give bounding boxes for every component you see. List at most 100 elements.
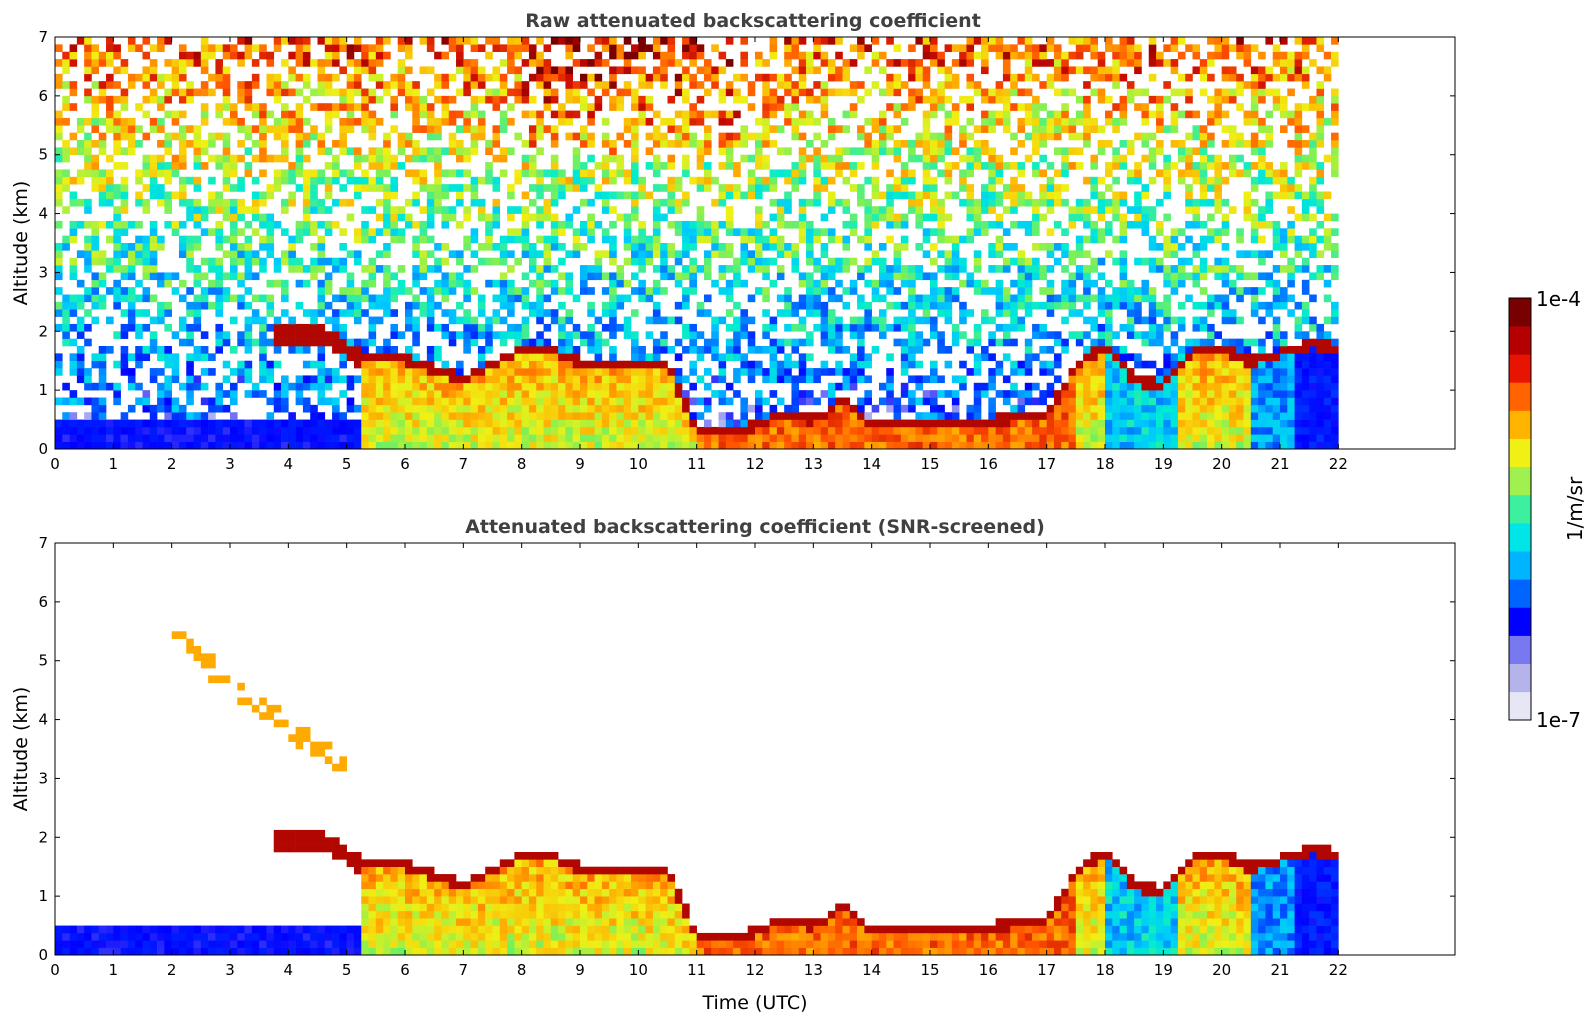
heatmap-cell [106,37,114,45]
heatmap-cell [244,37,253,45]
heatmap-cell [507,213,515,222]
heatmap-cell [295,44,304,53]
heatmap-cell [616,279,625,288]
heatmap-cell [281,331,289,339]
heatmap-cell [310,243,318,251]
heatmap-cell [470,184,479,192]
heatmap-cell [616,51,625,60]
heatmap-cell [820,110,829,119]
heatmap-cell [769,235,778,244]
heatmap-cell [871,346,880,354]
heatmap-cell [339,390,347,398]
heatmap-cell [208,301,216,310]
heatmap-cell [98,294,107,303]
heatmap-cell [565,368,574,376]
heatmap-cell [616,412,625,420]
heatmap-cell [601,191,610,200]
heatmap-cell [441,279,450,288]
heatmap-cell [1090,66,1099,75]
heatmap-cell [426,404,435,413]
heatmap-cell [550,397,559,406]
heatmap-cell [368,162,377,170]
heatmap-cell [543,279,552,288]
heatmap-cell [477,360,486,369]
heatmap-cell [215,323,224,332]
heatmap-cell [288,198,296,207]
heatmap-cell [594,426,603,435]
heatmap-cell [1083,353,1091,362]
heatmap-cell [631,95,639,104]
heatmap-cell [776,265,785,273]
heatmap-cell [886,382,894,391]
heatmap-cell [76,353,85,362]
heatmap-cell [988,353,996,362]
heatmap-cell [1039,59,1047,67]
heatmap-cell [507,228,515,236]
heatmap-cell [485,375,493,384]
heatmap-cell [915,140,924,148]
heatmap-cell [536,265,544,273]
heatmap-cell [273,426,282,435]
heatmap-cell [266,434,275,442]
heatmap-cell [98,147,107,156]
heatmap-cell [295,426,304,435]
heatmap-cell [528,382,537,391]
heatmap-cell [405,397,413,406]
heatmap-cell [157,397,165,406]
heatmap-cell [871,419,880,428]
heatmap-cell [76,441,85,450]
heatmap-cell [84,287,92,295]
heatmap-cell [302,169,311,178]
heatmap-cell [871,294,880,303]
heatmap-cell [660,375,668,384]
heatmap-cell [208,198,216,207]
heatmap-cell [740,51,749,60]
heatmap-cell [244,287,253,295]
heatmap-cell [543,368,552,376]
heatmap-cell [346,147,355,156]
heatmap-cell [864,279,872,288]
heatmap-cell [631,434,639,442]
heatmap-cell [1061,125,1069,133]
heatmap-cell [200,412,209,420]
heatmap-cell [346,103,355,111]
heatmap-cell [1046,294,1055,303]
heatmap-cell [981,191,989,200]
heatmap-cell [62,184,70,192]
heatmap-cell [178,66,187,75]
heatmap-cell [886,73,894,82]
heatmap-cell [383,265,391,273]
heatmap-cell [62,301,70,310]
heatmap-cell [375,169,384,178]
heatmap-cell [1068,404,1077,413]
heatmap-cell [835,37,843,45]
heatmap-cell [55,243,63,251]
heatmap-cell [142,287,151,295]
heatmap-cell [609,441,617,450]
heatmap-cell [609,360,617,369]
heatmap-cell [725,117,734,126]
heatmap-cell [995,88,1004,97]
heatmap-cell [849,88,858,97]
heatmap-cell [149,412,158,420]
heatmap-cell [864,434,872,442]
heatmap-cell [135,397,143,406]
heatmap-cell [528,110,537,119]
heatmap-cell [842,404,851,413]
heatmap-cell [631,154,639,163]
heatmap-cell [660,184,668,192]
heatmap-cell [798,360,807,369]
heatmap-cell [208,397,216,406]
heatmap-cell [798,213,807,222]
heatmap-cell [820,81,829,89]
heatmap-cell [631,404,639,413]
heatmap-cell [375,397,384,406]
heatmap-cell [609,272,617,281]
heatmap-cell [988,441,996,450]
heatmap-cell [441,323,450,332]
heatmap-cell [521,243,530,251]
heatmap-cell [784,426,792,435]
heatmap-cell [368,88,377,97]
heatmap-cell [127,250,136,259]
heatmap-cell [835,154,843,163]
